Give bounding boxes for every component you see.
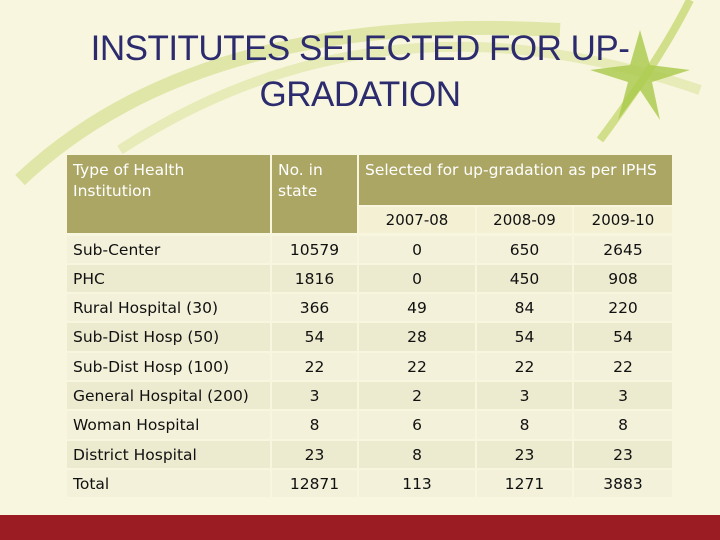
header-cell: Selected for up-gradation as per IPHS	[359, 155, 672, 205]
table-cell: 650	[477, 235, 572, 263]
table-cell: 6	[359, 411, 475, 439]
table-cell: 23	[477, 440, 572, 468]
table-cell: 23	[574, 440, 672, 468]
table-cell: 3883	[574, 469, 672, 498]
table-cell: 54	[574, 323, 672, 351]
header-cell: No. in state	[272, 155, 357, 233]
table-cell: 908	[574, 264, 672, 293]
table-cell: District Hospital	[67, 440, 270, 468]
table-cell: 54	[272, 323, 357, 351]
slide-title: INSTITUTES SELECTED FOR UP-GRADATION	[90, 29, 630, 114]
swoosh	[596, 0, 694, 143]
table-cell: 22	[477, 352, 572, 380]
table-cell: 22	[272, 352, 357, 380]
table-cell: 366	[272, 294, 357, 322]
table-cell: 10579	[272, 235, 357, 263]
table-cell: 54	[477, 323, 572, 351]
table-cell: 22	[359, 352, 475, 380]
table-cell: 0	[359, 235, 475, 263]
table-cell: 8	[574, 411, 672, 439]
table-cell: 8	[359, 440, 475, 468]
table-cell: 220	[574, 294, 672, 322]
table-cell: Rural Hospital (30)	[67, 294, 270, 322]
table-cell: 3	[477, 382, 572, 410]
table-cell: 113	[359, 469, 475, 498]
star	[590, 30, 690, 120]
table-cell: 0	[359, 264, 475, 293]
table-cell: Woman Hospital	[67, 411, 270, 439]
table-cell: 12871	[272, 469, 357, 498]
table-cell: 2645	[574, 235, 672, 263]
footer-strip	[0, 515, 720, 540]
table-cell: PHC	[67, 264, 270, 293]
table-cell: Sub-Dist Hosp (50)	[67, 323, 270, 351]
subheader-cell: 2008-09	[477, 207, 572, 233]
subheader-cell: 2009-10	[574, 207, 672, 233]
swoosh	[15, 20, 561, 186]
table-cell: 2	[359, 382, 475, 410]
table-cell: Sub-Dist Hosp (100)	[67, 352, 270, 380]
header-cell: Type of Health Institution	[67, 155, 270, 233]
table-cell: 3	[272, 382, 357, 410]
table-cell: 1816	[272, 264, 357, 293]
table-cell: 450	[477, 264, 572, 293]
table-cell: 3	[574, 382, 672, 410]
table-cell: 22	[574, 352, 672, 380]
swoosh	[117, 41, 702, 155]
table-cell: 1271	[477, 469, 572, 498]
table-cell: Sub-Center	[67, 235, 270, 263]
table-cell: 84	[477, 294, 572, 322]
table-cell: 28	[359, 323, 475, 351]
subheader-cell: 2007-08	[359, 207, 475, 233]
table-cell: General Hospital (200)	[67, 382, 270, 410]
table-cell: Total	[67, 469, 270, 498]
table-cell: 8	[272, 411, 357, 439]
table-cell: 49	[359, 294, 475, 322]
table-cell: 8	[477, 411, 572, 439]
table-cell: 23	[272, 440, 357, 468]
